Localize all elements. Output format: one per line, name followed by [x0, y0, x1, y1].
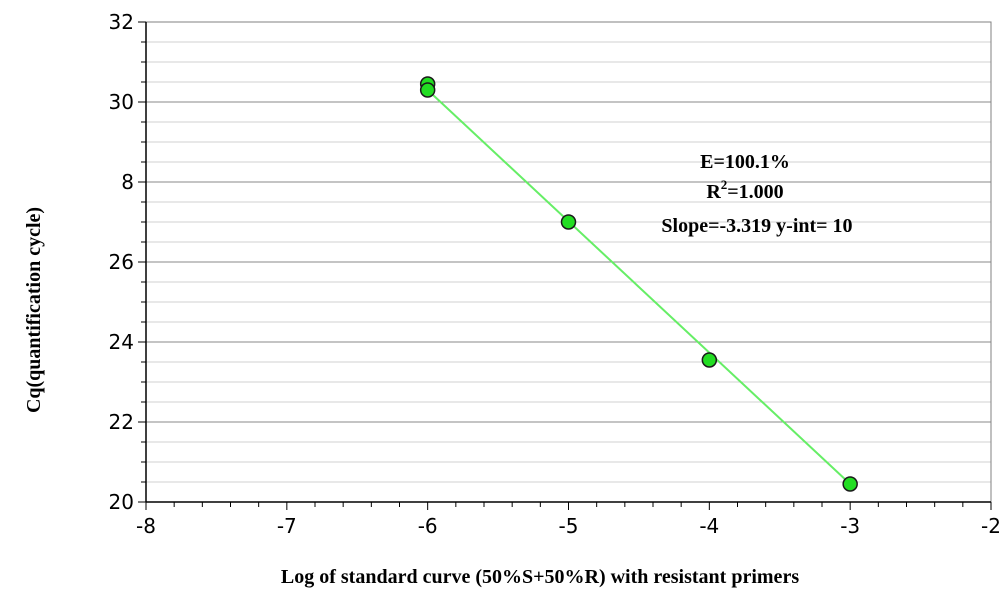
x-axis-title: Log of standard curve (50%S+50%R) with r… [281, 566, 799, 588]
x-tick-label: -5 [559, 514, 579, 538]
data-point [842, 476, 858, 492]
grid-layer [146, 41, 991, 483]
fit-line [426, 89, 851, 485]
annotation-efficiency: E=100.1% [700, 151, 790, 173]
data-point [419, 82, 436, 98]
x-tick-label: -6 [418, 514, 438, 538]
data-points [419, 76, 858, 492]
x-tick-label: -4 [699, 514, 719, 538]
y-tick-label: 26 [109, 250, 134, 274]
y-tick-label: 20 [109, 490, 134, 514]
x-tick-label: -8 [136, 514, 156, 538]
y-tick-label: 24 [109, 330, 134, 354]
y-axis-title: Cq(quantification cycle) [23, 207, 45, 413]
r2-superscript: 2 [721, 177, 728, 192]
data-point [560, 214, 577, 230]
x-tick-label: -3 [840, 514, 860, 538]
r2-base: R [706, 181, 721, 203]
x-tick-label: -7 [277, 514, 297, 538]
data-point [701, 352, 718, 368]
annotation-r-squared: R2=1.000 [706, 177, 783, 203]
annotation-slope: Slope=-3.319 y-int= 10 [661, 215, 852, 237]
y-tick-label: 8 [121, 170, 134, 194]
tick-label-layer: -8 -7 -6 -5 -4 -3 -2 20 22 24 26 8 30 32 [109, 10, 1001, 538]
axis-layer [138, 21, 992, 510]
x-tick-label: -2 [981, 514, 1001, 538]
y-tick-label: 30 [109, 90, 134, 114]
y-tick-label: 22 [109, 410, 134, 434]
y-tick-label: 32 [109, 10, 134, 34]
r2-value: =1.000 [727, 181, 783, 203]
